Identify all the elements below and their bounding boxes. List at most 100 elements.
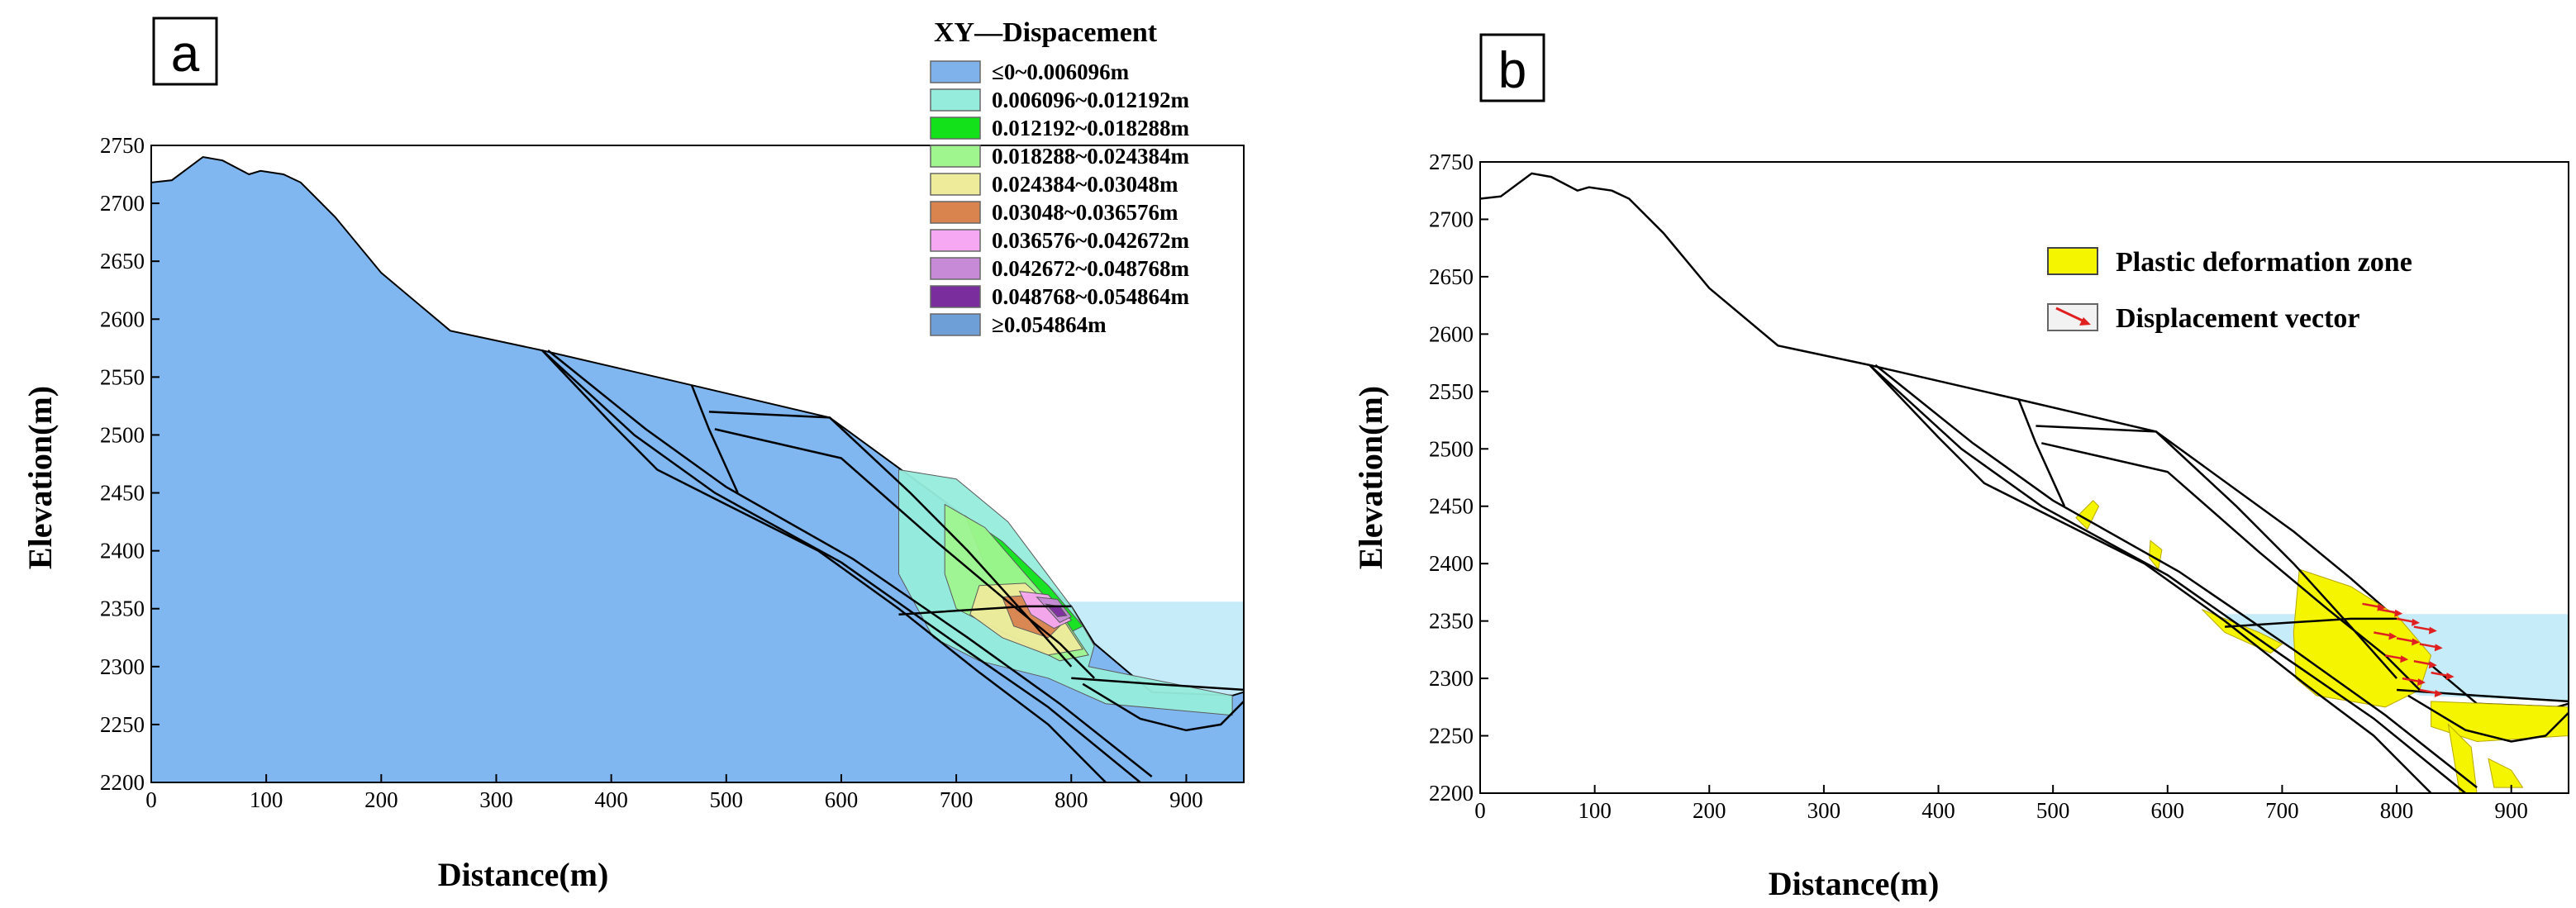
displacement-vector-11 [2402,677,2421,683]
x-tick-label-800: 800 [2380,798,2414,823]
legend-swatch-8 [930,257,981,280]
water-edge [1071,677,1245,692]
panel-a-legend: ≤0~0.006096m 0.006096~0.012192m 0.012192~0… [930,59,1190,337]
slip-surface-4 [714,428,1095,679]
y-tick-label-2700: 2700 [1429,207,1474,231]
x-tick-label-0: 0 [145,787,157,812]
fault-line-2 [1874,364,2478,789]
legend-swatch-3 [930,116,981,140]
x-tick-label-100: 100 [250,787,283,812]
legend-label-vector: Displacement vector [2116,303,2360,334]
y-tick-label-2300: 2300 [100,654,145,679]
legend-swatch-plastic [2047,247,2098,275]
x-tick-label-200: 200 [364,787,398,812]
slip-surface-1 [1869,364,2432,794]
displacement-vector-12 [2419,688,2439,695]
panel-a-axes [150,145,1245,783]
displacement-vector-head-4 [2428,626,2437,635]
displacement-vector-head-5 [2388,632,2397,640]
legend-swatch-10 [930,313,981,336]
legend-label-2: 0.006096~0.012192m [992,88,1190,112]
displacement-vector-head-12 [2434,689,2443,697]
valley-bed [2407,694,2569,743]
water-edge [2397,688,2569,703]
y-tick-label-2200: 2200 [1429,781,1474,806]
displacement-vector-2 [2379,608,2398,614]
panel-a-label: a [171,26,200,83]
slip-surface-1 [541,349,1107,783]
y-tick-label-2600: 2600 [100,307,145,331]
x-tick-label-500: 500 [2036,798,2070,823]
panel-b-x-axis-title: Distance(m) [1769,865,1940,902]
panel-b-displacement-vectors [2362,602,2455,697]
displacement-vector-head-9 [2428,661,2437,669]
x-tick-label-800: 800 [1055,787,1088,812]
y-tick-label-2600: 2600 [1429,321,1474,346]
displacement-vector-head-6 [2412,638,2421,646]
y-tick-label-2400: 2400 [1429,551,1474,576]
y-tick-label-2400: 2400 [100,539,145,563]
y-tick-label-2450: 2450 [1429,494,1474,519]
x-tick-label-500: 500 [710,787,744,812]
x-tick-label-600: 600 [825,787,859,812]
legend-label-plastic: Plastic deformation zone [2116,247,2412,278]
legend-swatch-1 [930,60,981,83]
panel-a-label-box [152,17,218,86]
fault-line-2 [547,349,1153,777]
panel-b-label-box [1479,33,1545,102]
y-tick-label-2750: 2750 [1429,150,1474,174]
x-tick-label-400: 400 [594,787,628,812]
fault-line-1 [541,349,1141,783]
y-tick-label-2650: 2650 [1429,264,1474,289]
x-tick-label-900: 900 [2494,798,2528,823]
plot-frame [1479,161,2569,794]
legend-label-3: 0.012192~0.018288m [992,116,1190,140]
legend-vector-arrow-head [2079,317,2091,326]
legend-label-6: 0.03048~0.036576m [992,200,1178,225]
x-tick-label-400: 400 [1921,798,1955,823]
fault-line-1 [1869,364,2466,794]
y-tick-label-2700: 2700 [100,191,145,216]
x-tick-label-300: 300 [1807,798,1841,823]
plot-frame [150,145,1245,783]
x-tick-label-600: 600 [2151,798,2185,823]
panel-a-displacement-contours [898,468,1233,716]
y-tick-label-2550: 2550 [1429,379,1474,404]
slip-surface-2 [690,384,739,494]
legend-swatch-7 [930,229,981,252]
y-tick-label-2500: 2500 [1429,436,1474,461]
x-tick-label-100: 100 [1578,798,1612,823]
y-tick-label-2550: 2550 [100,364,145,389]
panel-a-y-ticks: 2200 2250 2300 2350 2400 2450 2500 2550 2600 2650… [100,133,160,795]
displacement-vector-head-10 [2445,673,2455,681]
displacement-vector-3 [2396,617,2416,624]
panel-a-legend-title: XY—Dispacement [934,17,1158,48]
panel-b-axes [1479,161,2569,794]
displacement-vector-head-2 [2394,609,2403,617]
legend-swatch-4 [930,145,981,168]
panel-b-legend: Plastic deformation zone Displacement ve… [2047,247,2412,334]
slip-surface-3 [2036,425,2398,679]
x-tick-label-900: 900 [1169,787,1203,812]
x-tick-label-200: 200 [1693,798,1726,823]
legend-swatch-6 [930,201,981,224]
panel-a-geology-lines [541,349,1245,783]
legend-label-10: ≥0.054864m [992,312,1107,337]
legend-swatch-5 [930,173,981,196]
legend-label-8: 0.042672~0.048768m [992,256,1190,281]
plastic-zone-7 [2488,758,2524,788]
x-tick-label-0: 0 [1474,798,1486,823]
x-tick-label-300: 300 [479,787,513,812]
y-tick-label-2250: 2250 [1429,724,1474,749]
legend-swatch-9 [930,285,981,308]
x-tick-label-700: 700 [2265,798,2299,823]
y-tick-label-2350: 2350 [1429,609,1474,634]
displacement-vector-5 [2374,631,2393,637]
legend-label-9: 0.048768~0.054864m [992,284,1190,309]
displacement-vector-head-8 [2400,655,2409,663]
legend-label-7: 0.036576~0.042672m [992,228,1190,253]
panel-b-label: b [1498,42,1526,99]
displacement-vector-10 [2431,671,2450,677]
y-tick-label-2300: 2300 [1429,666,1474,691]
displacement-vector-head-3 [2412,618,2421,626]
